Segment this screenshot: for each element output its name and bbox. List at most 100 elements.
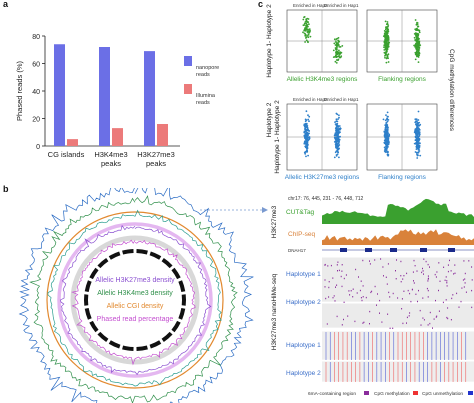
scatter-point [418, 37, 420, 40]
scatter-point [304, 120, 307, 123]
chromosome-segment [122, 249, 134, 255]
group-label-nanohime: H3K27me3 nanoHiMe-seq [271, 273, 278, 350]
read-mark [432, 327, 433, 329]
read-mark [395, 270, 396, 272]
read-mark [374, 259, 376, 261]
scatter-point [416, 48, 419, 50]
read-mark [463, 260, 465, 262]
scatter-point [336, 153, 339, 156]
scatter-point [337, 58, 340, 61]
scatter-point [387, 143, 390, 146]
scatter-point [385, 114, 387, 116]
chromosome-segment [178, 280, 186, 292]
scatter-point [336, 53, 339, 56]
read-mark [468, 260, 470, 262]
haplotype1-label-lower: Haplotype 1 [286, 342, 321, 349]
scatter-point [302, 31, 304, 34]
read-mark [337, 261, 339, 263]
bar [67, 139, 78, 146]
legend-label: Illumina [196, 93, 216, 99]
read-mark [386, 283, 388, 285]
scatter-point [414, 118, 417, 121]
scatter-point [417, 61, 420, 63]
read-mark [419, 309, 421, 312]
read-mark [382, 266, 384, 268]
y-tick-label: 80 [32, 34, 40, 41]
gene-exon [420, 248, 427, 252]
bar [144, 51, 155, 146]
scatter-point [308, 137, 311, 140]
read-mark [412, 271, 414, 273]
scatter-subtitle: Allelic H3K4me3 regions [287, 76, 359, 83]
panel-a-bar-chart: 0 20 40 60 80 Phased reads (%) CG islands H3K4m… [15, 34, 219, 168]
panel-c-scatter-grid: Allelic H3K4me3 regions Flanking regions A… [266, 3, 455, 181]
circos-rings [18, 188, 254, 403]
scatter-point [385, 147, 388, 150]
scatter-point [303, 29, 306, 32]
scatter-point [418, 52, 421, 55]
read-mark [403, 290, 405, 292]
scatter-point [417, 129, 420, 132]
scatter-points [302, 16, 422, 159]
scatter-point [305, 18, 308, 21]
scatter-point [338, 55, 340, 58]
read-mark [341, 285, 343, 288]
read-mark [324, 264, 326, 266]
scatter-point [303, 135, 306, 137]
panel-letter-a: a [3, 0, 9, 9]
scatter-point [336, 46, 338, 49]
read-mark [371, 290, 373, 293]
read-mark [471, 279, 473, 281]
scatter-point [417, 51, 420, 54]
read-mark [352, 296, 354, 298]
scatter-point [306, 139, 309, 142]
scatter-point [335, 120, 338, 123]
scatter-point [385, 31, 388, 33]
scatter-point [414, 53, 417, 56]
scatter-point [307, 114, 309, 117]
read-mark [438, 262, 440, 264]
scatter-point [334, 44, 337, 46]
scatter-point [336, 132, 339, 135]
zoom-arrow-icon [262, 207, 268, 213]
scatter-point [302, 18, 305, 21]
read-mark [429, 266, 430, 268]
scatter-point [416, 157, 419, 159]
read-mark [444, 279, 446, 281]
read-mark [343, 318, 344, 321]
chromosome-segment [89, 320, 99, 333]
read-mark [362, 296, 364, 298]
read-mark [446, 316, 448, 319]
scatter-point [335, 141, 338, 144]
scatter-point [335, 41, 337, 44]
read-mark [446, 280, 448, 282]
scatter-point [338, 138, 341, 141]
read-mark [425, 260, 427, 263]
scatter-point [340, 51, 343, 54]
read-mark [423, 258, 425, 260]
scatter-point [418, 145, 421, 148]
scatter-point [306, 40, 309, 43]
scatter-point [309, 35, 312, 38]
scatter-point [416, 147, 419, 150]
scatter-point [417, 122, 420, 124]
haplotype1-label-upper: Haplotype 1 [286, 271, 321, 278]
read-mark [326, 323, 328, 325]
scatter-point [385, 150, 388, 152]
scatter-point [306, 141, 308, 144]
read-mark [422, 317, 424, 319]
scatter-point [384, 28, 387, 31]
scatter-point [305, 145, 307, 148]
row-label-top: Haplotype 1- Haplotype 2 [266, 4, 273, 78]
scatter-point [336, 55, 338, 58]
scatter-point [387, 115, 389, 118]
scatter-point [416, 22, 419, 24]
read-mark [356, 292, 358, 294]
scatter-point [416, 140, 418, 143]
scatter-point [304, 128, 307, 131]
scatter-point [306, 147, 308, 150]
circos-green-track [29, 195, 238, 403]
y-tick-label: 0 [36, 144, 40, 151]
scatter-point [302, 24, 305, 27]
y-tick-label: 40 [32, 89, 40, 96]
